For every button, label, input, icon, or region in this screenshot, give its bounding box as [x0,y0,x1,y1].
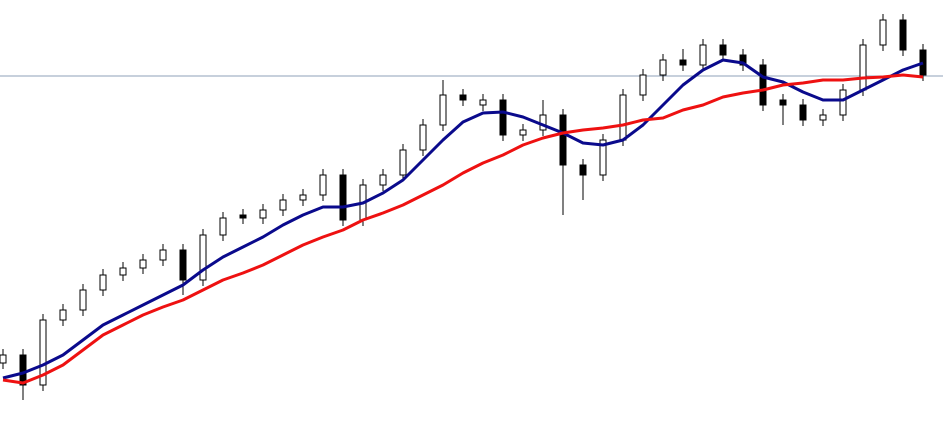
moving-average-line [2,73,924,385]
candle-body [399,149,407,176]
candle-body [779,99,787,106]
candle-body [679,59,687,66]
candle-body [499,99,507,136]
candle-body [879,19,887,46]
candle-body [459,94,467,101]
candle-body [599,139,607,176]
candle-body [559,114,567,166]
candle-body [179,249,187,281]
candle-body [699,44,707,66]
candle-body [799,104,807,121]
candle-body [579,164,587,176]
candle-body [39,319,47,386]
candle-body [659,59,667,76]
candle-body [139,259,147,269]
candle-body [159,249,167,261]
candle-body [219,217,227,236]
candle-body [379,174,387,186]
candle-body [79,289,87,311]
candle-body [819,114,827,121]
candle-body [279,199,287,211]
candle-body [839,89,847,116]
moving-average-line [2,58,924,380]
candle-body [739,54,747,66]
candle-body [439,94,447,126]
candle-body [639,74,647,96]
candle-body [479,99,487,106]
candle-body [239,214,247,219]
candle-body [759,64,767,106]
candle-body [19,354,27,386]
candle-body [339,174,347,221]
candle-body [719,44,727,56]
candle-body [539,114,547,131]
candle-body [319,174,327,196]
candle-body [0,354,7,364]
candle-body [99,274,107,291]
candle-body [519,129,527,136]
candle-body [199,234,207,281]
candle-body [59,309,67,321]
candle-body [899,19,907,51]
candle-body [299,194,307,201]
candle-body [419,124,427,151]
candle-body [259,209,267,219]
candle-body [859,44,867,91]
candle-body [119,267,127,276]
candle-body [619,94,627,141]
